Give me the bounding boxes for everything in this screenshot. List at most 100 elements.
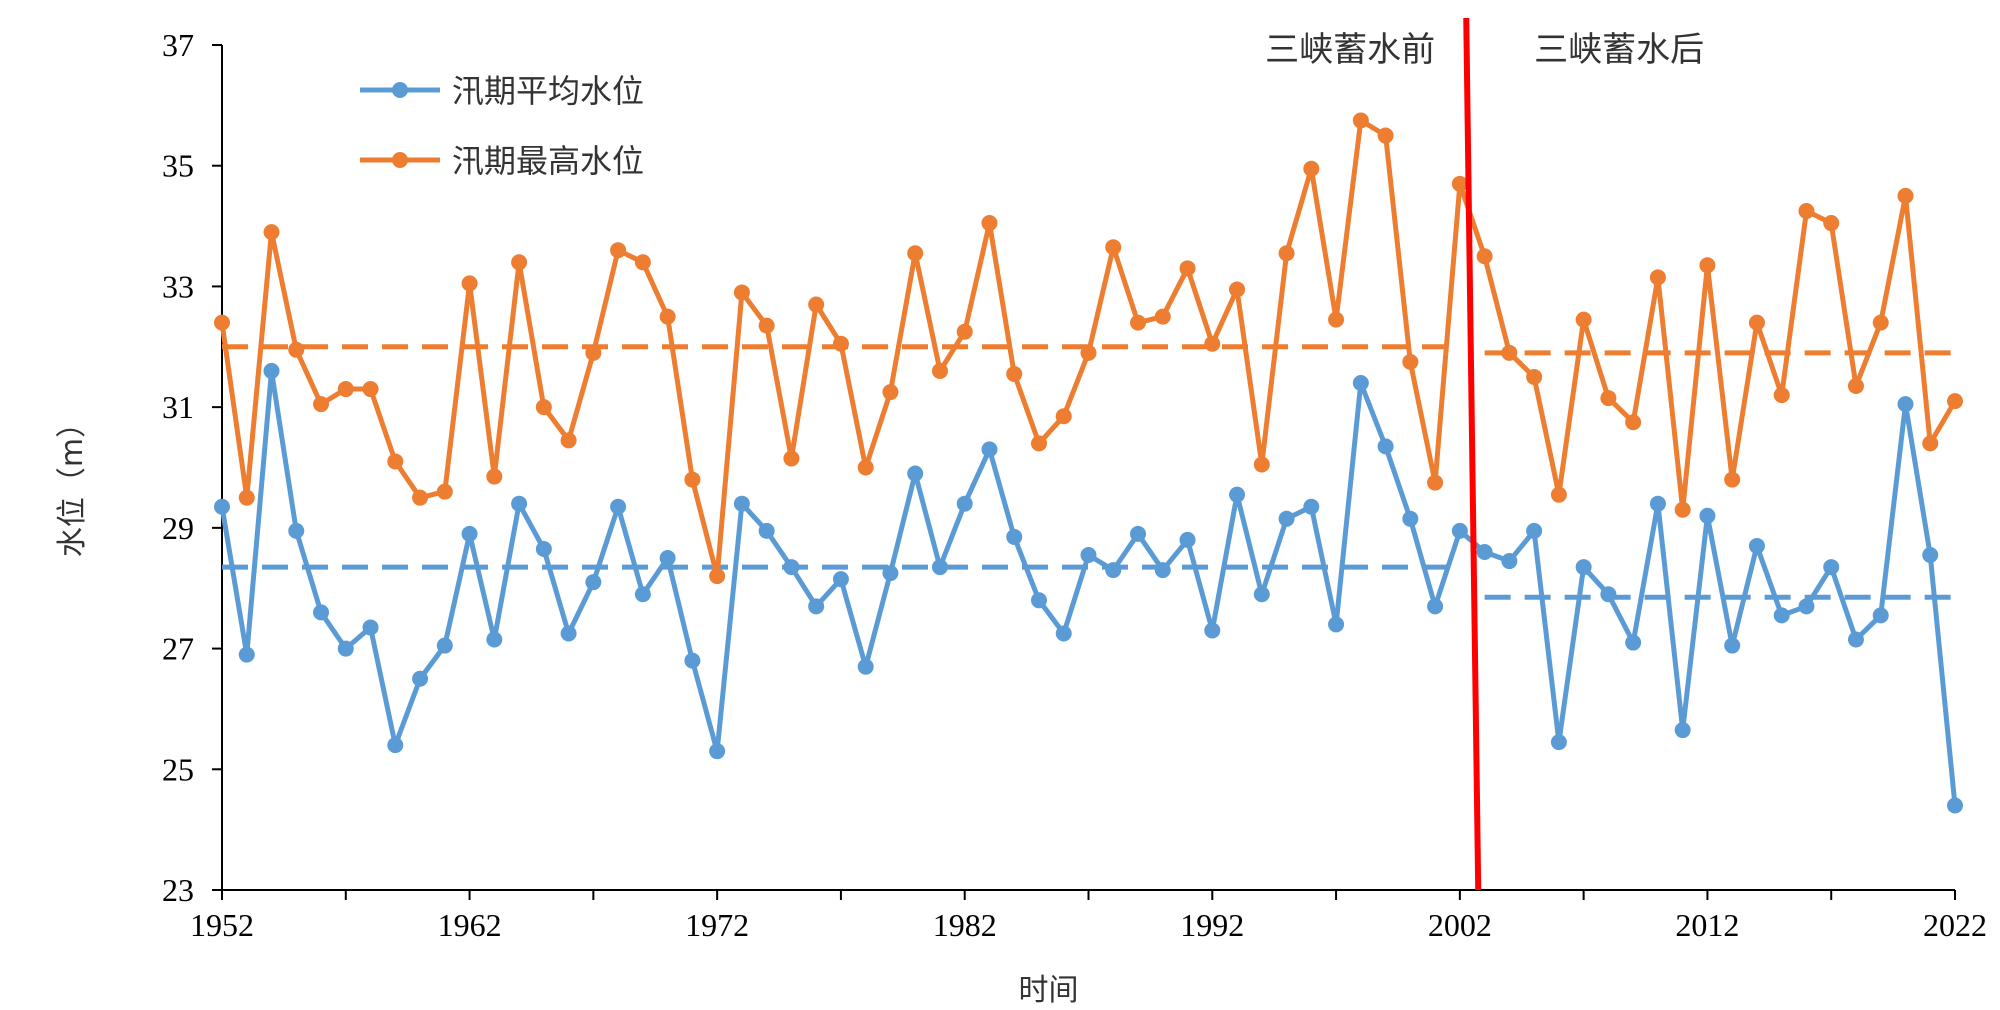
data-point bbox=[1748, 314, 1765, 331]
x-tick-label: 2002 bbox=[1428, 907, 1492, 943]
data-point bbox=[1229, 486, 1246, 503]
data-point bbox=[362, 619, 379, 636]
data-point bbox=[1030, 592, 1047, 609]
data-point bbox=[486, 631, 503, 648]
data-point bbox=[461, 525, 478, 542]
data-point bbox=[1130, 314, 1147, 331]
data-point bbox=[1501, 553, 1518, 570]
data-point bbox=[1030, 435, 1047, 452]
data-point bbox=[1897, 396, 1914, 413]
data-point bbox=[857, 658, 874, 675]
y-tick-label: 31 bbox=[162, 389, 194, 425]
data-point bbox=[535, 540, 552, 557]
x-tick-label: 1992 bbox=[1180, 907, 1244, 943]
annotation-label: 三峡蓄水后 bbox=[1534, 30, 1704, 70]
data-point bbox=[535, 399, 552, 416]
data-point bbox=[511, 495, 528, 512]
data-point bbox=[634, 254, 651, 271]
data-point bbox=[1550, 734, 1567, 751]
data-point bbox=[288, 522, 305, 539]
data-point bbox=[387, 737, 404, 754]
data-point bbox=[907, 465, 924, 482]
data-point bbox=[1377, 127, 1394, 144]
data-point bbox=[1303, 160, 1320, 177]
data-point bbox=[808, 296, 825, 313]
annotations: 三峡蓄水前 三峡蓄水后 bbox=[1265, 30, 1704, 70]
data-point bbox=[1229, 281, 1246, 298]
legend-label: 汛期最高水位 bbox=[452, 142, 644, 180]
x-tick-label: 2012 bbox=[1675, 907, 1739, 943]
data-point bbox=[461, 275, 478, 292]
data-point bbox=[1427, 474, 1444, 491]
data-point bbox=[1922, 547, 1939, 564]
data-point bbox=[981, 441, 998, 458]
data-point bbox=[486, 468, 503, 485]
data-point bbox=[511, 254, 528, 271]
data-point bbox=[1105, 239, 1122, 256]
data-point bbox=[610, 242, 627, 259]
y-axis-label: 水位（m） bbox=[55, 408, 90, 557]
y-tick-label: 37 bbox=[162, 27, 194, 63]
data-point bbox=[1253, 456, 1270, 473]
data-point bbox=[1526, 522, 1543, 539]
data-point bbox=[1674, 501, 1691, 518]
data-point bbox=[1006, 528, 1023, 545]
data-point bbox=[1105, 562, 1122, 579]
data-point bbox=[412, 489, 429, 506]
data-point bbox=[832, 571, 849, 588]
data-point bbox=[659, 550, 676, 567]
data-point bbox=[1080, 344, 1097, 361]
data-point bbox=[1947, 393, 1963, 410]
data-point bbox=[1526, 368, 1543, 385]
series-1 bbox=[214, 362, 1963, 814]
data-point bbox=[387, 453, 404, 470]
data-point bbox=[1130, 525, 1147, 542]
data-point bbox=[931, 362, 948, 379]
data-point bbox=[1451, 175, 1468, 192]
data-point bbox=[1699, 257, 1716, 274]
data-point bbox=[1303, 498, 1320, 515]
data-point bbox=[412, 670, 429, 687]
data-point bbox=[1674, 722, 1691, 739]
data-point bbox=[882, 384, 899, 401]
data-point bbox=[1575, 559, 1592, 576]
data-point bbox=[1748, 537, 1765, 554]
data-point bbox=[436, 637, 453, 654]
data-point bbox=[1154, 562, 1171, 579]
data-point bbox=[1204, 622, 1221, 639]
data-point bbox=[1080, 547, 1097, 564]
series-2 bbox=[214, 112, 1963, 585]
data-point bbox=[1204, 335, 1221, 352]
data-point bbox=[832, 335, 849, 352]
data-point bbox=[931, 559, 948, 576]
y-tick-label: 35 bbox=[162, 148, 194, 184]
data-point bbox=[758, 317, 775, 334]
data-point bbox=[733, 284, 750, 301]
data-point bbox=[1600, 390, 1617, 407]
data-point bbox=[907, 245, 924, 262]
data-point bbox=[857, 459, 874, 476]
data-point bbox=[610, 498, 627, 515]
data-point bbox=[362, 381, 379, 398]
data-point bbox=[758, 522, 775, 539]
series-line bbox=[219, 368, 1958, 806]
data-point bbox=[1352, 375, 1369, 391]
x-axis-label: 时间 bbox=[1019, 973, 1079, 1008]
series-lines bbox=[214, 112, 1963, 814]
data-point bbox=[560, 625, 577, 642]
data-point bbox=[709, 743, 726, 760]
data-point bbox=[1377, 438, 1394, 455]
data-point bbox=[337, 640, 354, 657]
data-point bbox=[1402, 353, 1419, 370]
legend-label: 汛期平均水位 bbox=[452, 72, 644, 110]
data-point bbox=[1625, 414, 1642, 431]
data-point bbox=[1550, 486, 1567, 503]
data-point bbox=[1427, 598, 1444, 615]
data-point bbox=[1278, 510, 1295, 527]
data-point bbox=[1328, 616, 1345, 633]
data-point bbox=[1724, 471, 1741, 488]
x-tick-label: 1952 bbox=[190, 907, 254, 943]
data-point bbox=[1699, 507, 1716, 524]
data-point bbox=[1328, 311, 1345, 328]
